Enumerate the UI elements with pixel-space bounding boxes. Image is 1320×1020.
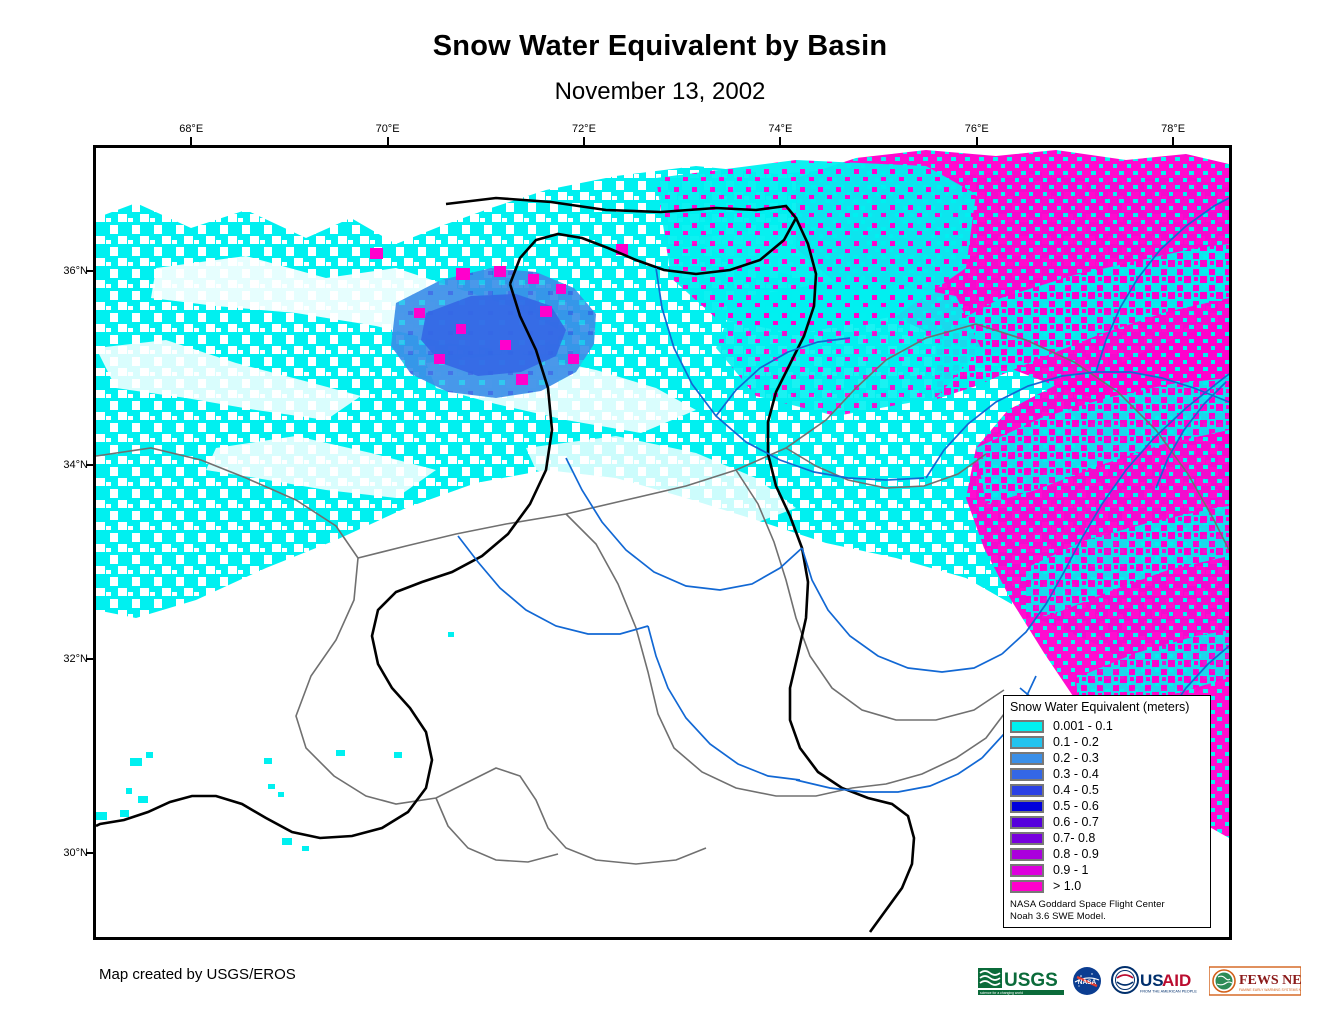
legend-label: 0.7- 0.8 — [1053, 830, 1096, 845]
snow-gap-valley-c — [206, 436, 436, 498]
agency-logos: USGS science for a changing world NASA U… — [978, 963, 1301, 999]
lat-tick-mark — [86, 851, 94, 854]
usaid-logo: US AID FROM THE AMERICAN PEOPLE — [1111, 966, 1197, 994]
legend-row: 0.5 - 0.6 — [1010, 798, 1205, 814]
legend-label: 0.1 - 0.2 — [1053, 734, 1099, 749]
usgs-logo: USGS science for a changing world — [978, 968, 1064, 995]
lon-tick-mark — [779, 137, 782, 145]
map-legend: Snow Water Equivalent (meters) 0.001 - 0… — [1003, 695, 1211, 928]
legend-swatch — [1010, 863, 1044, 877]
legend-row: 0.2 - 0.3 — [1010, 750, 1205, 766]
legend-label: 0.9 - 1 — [1053, 862, 1089, 877]
legend-row: 0.001 - 0.1 — [1010, 718, 1205, 734]
legend-swatch — [1010, 831, 1044, 845]
legend-swatch — [1010, 767, 1044, 781]
lon-tick-label: 74°E — [768, 123, 793, 135]
legend-label: 0.6 - 0.7 — [1053, 814, 1099, 829]
page-subtitle: November 13, 2002 — [554, 78, 766, 105]
legend-label: 0.4 - 0.5 — [1053, 782, 1099, 797]
legend-row: 0.3 - 0.4 — [1010, 766, 1205, 782]
lat-tick-label: 30°N — [63, 846, 88, 859]
snow-class-gt1-ridge-a — [934, 244, 1229, 400]
svg-text:NASA: NASA — [1078, 979, 1097, 986]
legend-items: 0.001 - 0.1 0.1 - 0.2 0.2 - 0.3 0.3 - 0.4 0.… — [1010, 718, 1205, 894]
legend-source: NASA Goddard Space Flight Center Noah 3.… — [1010, 899, 1205, 922]
legend-swatch — [1010, 847, 1044, 861]
lon-tick-label: 78°E — [1161, 123, 1186, 135]
map-credit: Map created by USGS/EROS — [99, 966, 296, 983]
legend-swatch — [1010, 783, 1044, 797]
legend-title: Snow Water Equivalent (meters) — [1010, 700, 1190, 714]
legend-swatch — [1010, 751, 1044, 765]
lon-tick-mark — [975, 137, 978, 145]
legend-label: > 1.0 — [1053, 878, 1082, 893]
page-title: Snow Water Equivalent by Basin — [432, 30, 888, 62]
legend-swatch — [1010, 799, 1044, 813]
svg-text:AID: AID — [1162, 971, 1191, 990]
legend-source-line1: NASA Goddard Space Flight Center — [1010, 899, 1165, 910]
legend-swatch — [1010, 719, 1044, 733]
legend-label: 0.8 - 0.9 — [1053, 846, 1099, 861]
legend-label: 0.2 - 0.3 — [1053, 750, 1099, 765]
lon-tick-mark — [582, 137, 585, 145]
lat-tick-label: 34°N — [63, 458, 88, 471]
legend-row: 0.4 - 0.5 — [1010, 782, 1205, 798]
basin-boundaries — [96, 323, 1229, 865]
lon-tick-label: 68°E — [179, 123, 204, 135]
lat-tick-mark — [86, 270, 94, 273]
lat-tick-mark — [86, 463, 94, 466]
lat-tick-label: 36°N — [63, 265, 88, 278]
country-borders — [96, 196, 916, 933]
lon-tick-label: 72°E — [571, 123, 596, 135]
snow-gap-valley-b — [96, 340, 361, 420]
legend-row: 0.7- 0.8 — [1010, 830, 1205, 846]
fews-net-logo: FEWS NET FAMINE EARLY WARNING SYSTEMS NE… — [1209, 966, 1301, 996]
lon-tick-label: 76°E — [964, 123, 989, 135]
snow-class-gt1-ridge-b — [976, 378, 1229, 504]
lon-tick-mark — [190, 137, 193, 145]
legend-swatch — [1010, 815, 1044, 829]
legend-swatch — [1010, 735, 1044, 749]
legend-label: 0.5 - 0.6 — [1053, 798, 1099, 813]
legend-source-line2: Noah 3.6 SWE Model. — [1010, 910, 1106, 922]
lon-tick-mark — [386, 137, 389, 145]
legend-row: 0.8 - 0.9 — [1010, 846, 1205, 862]
svg-text:USGS: USGS — [1004, 970, 1058, 991]
svg-text:FAMINE EARLY WARNING SYSTEMS N: FAMINE EARLY WARNING SYSTEMS NETWORK — [1239, 988, 1301, 992]
snow-class-blue-core — [421, 294, 566, 376]
snow-class-gt1-ridge-c — [1026, 506, 1229, 618]
svg-text:US: US — [1140, 971, 1164, 990]
svg-text:science for a changing world: science for a changing world — [980, 991, 1023, 995]
lon-tick-mark — [1172, 137, 1175, 145]
snow-speck-south — [96, 632, 454, 851]
legend-swatch — [1010, 879, 1044, 893]
lat-tick-mark — [86, 657, 94, 660]
lat-tick-label: 32°N — [63, 652, 88, 665]
snow-gap-valley-e — [526, 436, 796, 530]
snow-gap-valley-f — [346, 528, 576, 593]
lon-tick-label: 70°E — [375, 123, 400, 135]
legend-row: > 1.0 — [1010, 878, 1205, 894]
nasa-logo: NASA — [1073, 967, 1101, 995]
legend-row: 0.9 - 1 — [1010, 862, 1205, 878]
svg-text:FROM THE AMERICAN PEOPLE: FROM THE AMERICAN PEOPLE — [1140, 990, 1197, 994]
legend-label: 0.3 - 0.4 — [1053, 766, 1099, 781]
legend-label: 0.001 - 0.1 — [1053, 718, 1113, 733]
legend-row: 0.1 - 0.2 — [1010, 734, 1205, 750]
svg-text:FEWS NET: FEWS NET — [1239, 973, 1301, 988]
legend-row: 0.6 - 0.7 — [1010, 814, 1205, 830]
snow-magenta-pixels — [370, 244, 628, 385]
